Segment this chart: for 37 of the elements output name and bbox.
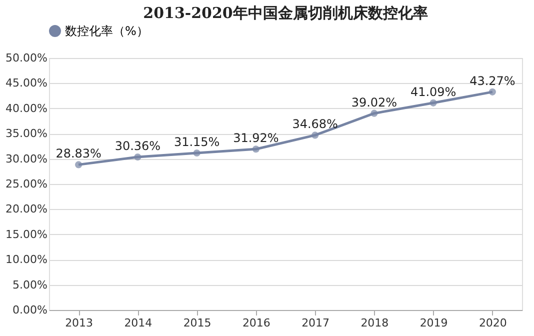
point bbox=[370, 110, 378, 117]
data-label: 31.92% bbox=[233, 131, 279, 146]
y-tick-label: 50.00% bbox=[6, 52, 48, 64]
y-tick-label: 5.00% bbox=[12, 278, 48, 292]
data-label: 31.15% bbox=[174, 135, 220, 150]
y-tick-label: 25.00% bbox=[6, 178, 48, 190]
point bbox=[312, 132, 319, 139]
legend-label: 数控化率（%） bbox=[65, 24, 148, 38]
x-tick-label: 2020 bbox=[478, 316, 507, 330]
x-tick-label: 2018 bbox=[360, 316, 389, 330]
data-label: 41.09% bbox=[410, 84, 456, 99]
data-label: 39.02% bbox=[351, 95, 398, 110]
x-tick-label: 2019 bbox=[420, 316, 448, 330]
data-label: 28.83% bbox=[56, 146, 102, 161]
y-tick-label: 10.00% bbox=[6, 253, 48, 266]
data-label: 34.68% bbox=[292, 117, 338, 132]
y-tick-label: 35.00% bbox=[6, 127, 48, 140]
point bbox=[430, 99, 437, 106]
point bbox=[134, 153, 142, 161]
y-tick-label: 30.00% bbox=[6, 152, 48, 166]
point bbox=[488, 88, 496, 96]
point bbox=[75, 161, 82, 168]
y-tick-label: 15.00% bbox=[6, 228, 48, 241]
y-tick-label: 0.00% bbox=[12, 304, 48, 316]
x-tick-label: 2016 bbox=[242, 316, 270, 330]
x-tick-label: 2017 bbox=[302, 316, 330, 330]
x-tick-label: 2013 bbox=[65, 316, 94, 330]
y-tick-label: 45.00% bbox=[6, 76, 48, 90]
chart-title: 2013-2020年中国金属切削机床数控化率 bbox=[143, 4, 428, 22]
data-label: 30.36% bbox=[114, 138, 161, 153]
data-label: 43.27% bbox=[470, 74, 516, 88]
y-tick-label: 20.00% bbox=[6, 202, 48, 216]
x-tick-label: 2015 bbox=[183, 316, 212, 330]
point bbox=[252, 146, 260, 153]
y-tick-label: 40.00% bbox=[6, 102, 48, 115]
point bbox=[193, 149, 200, 157]
x-tick-label: 2014 bbox=[124, 316, 152, 330]
